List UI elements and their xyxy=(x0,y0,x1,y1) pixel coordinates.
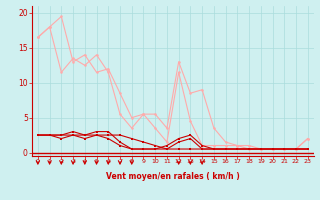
X-axis label: Vent moyen/en rafales ( km/h ): Vent moyen/en rafales ( km/h ) xyxy=(106,172,240,181)
